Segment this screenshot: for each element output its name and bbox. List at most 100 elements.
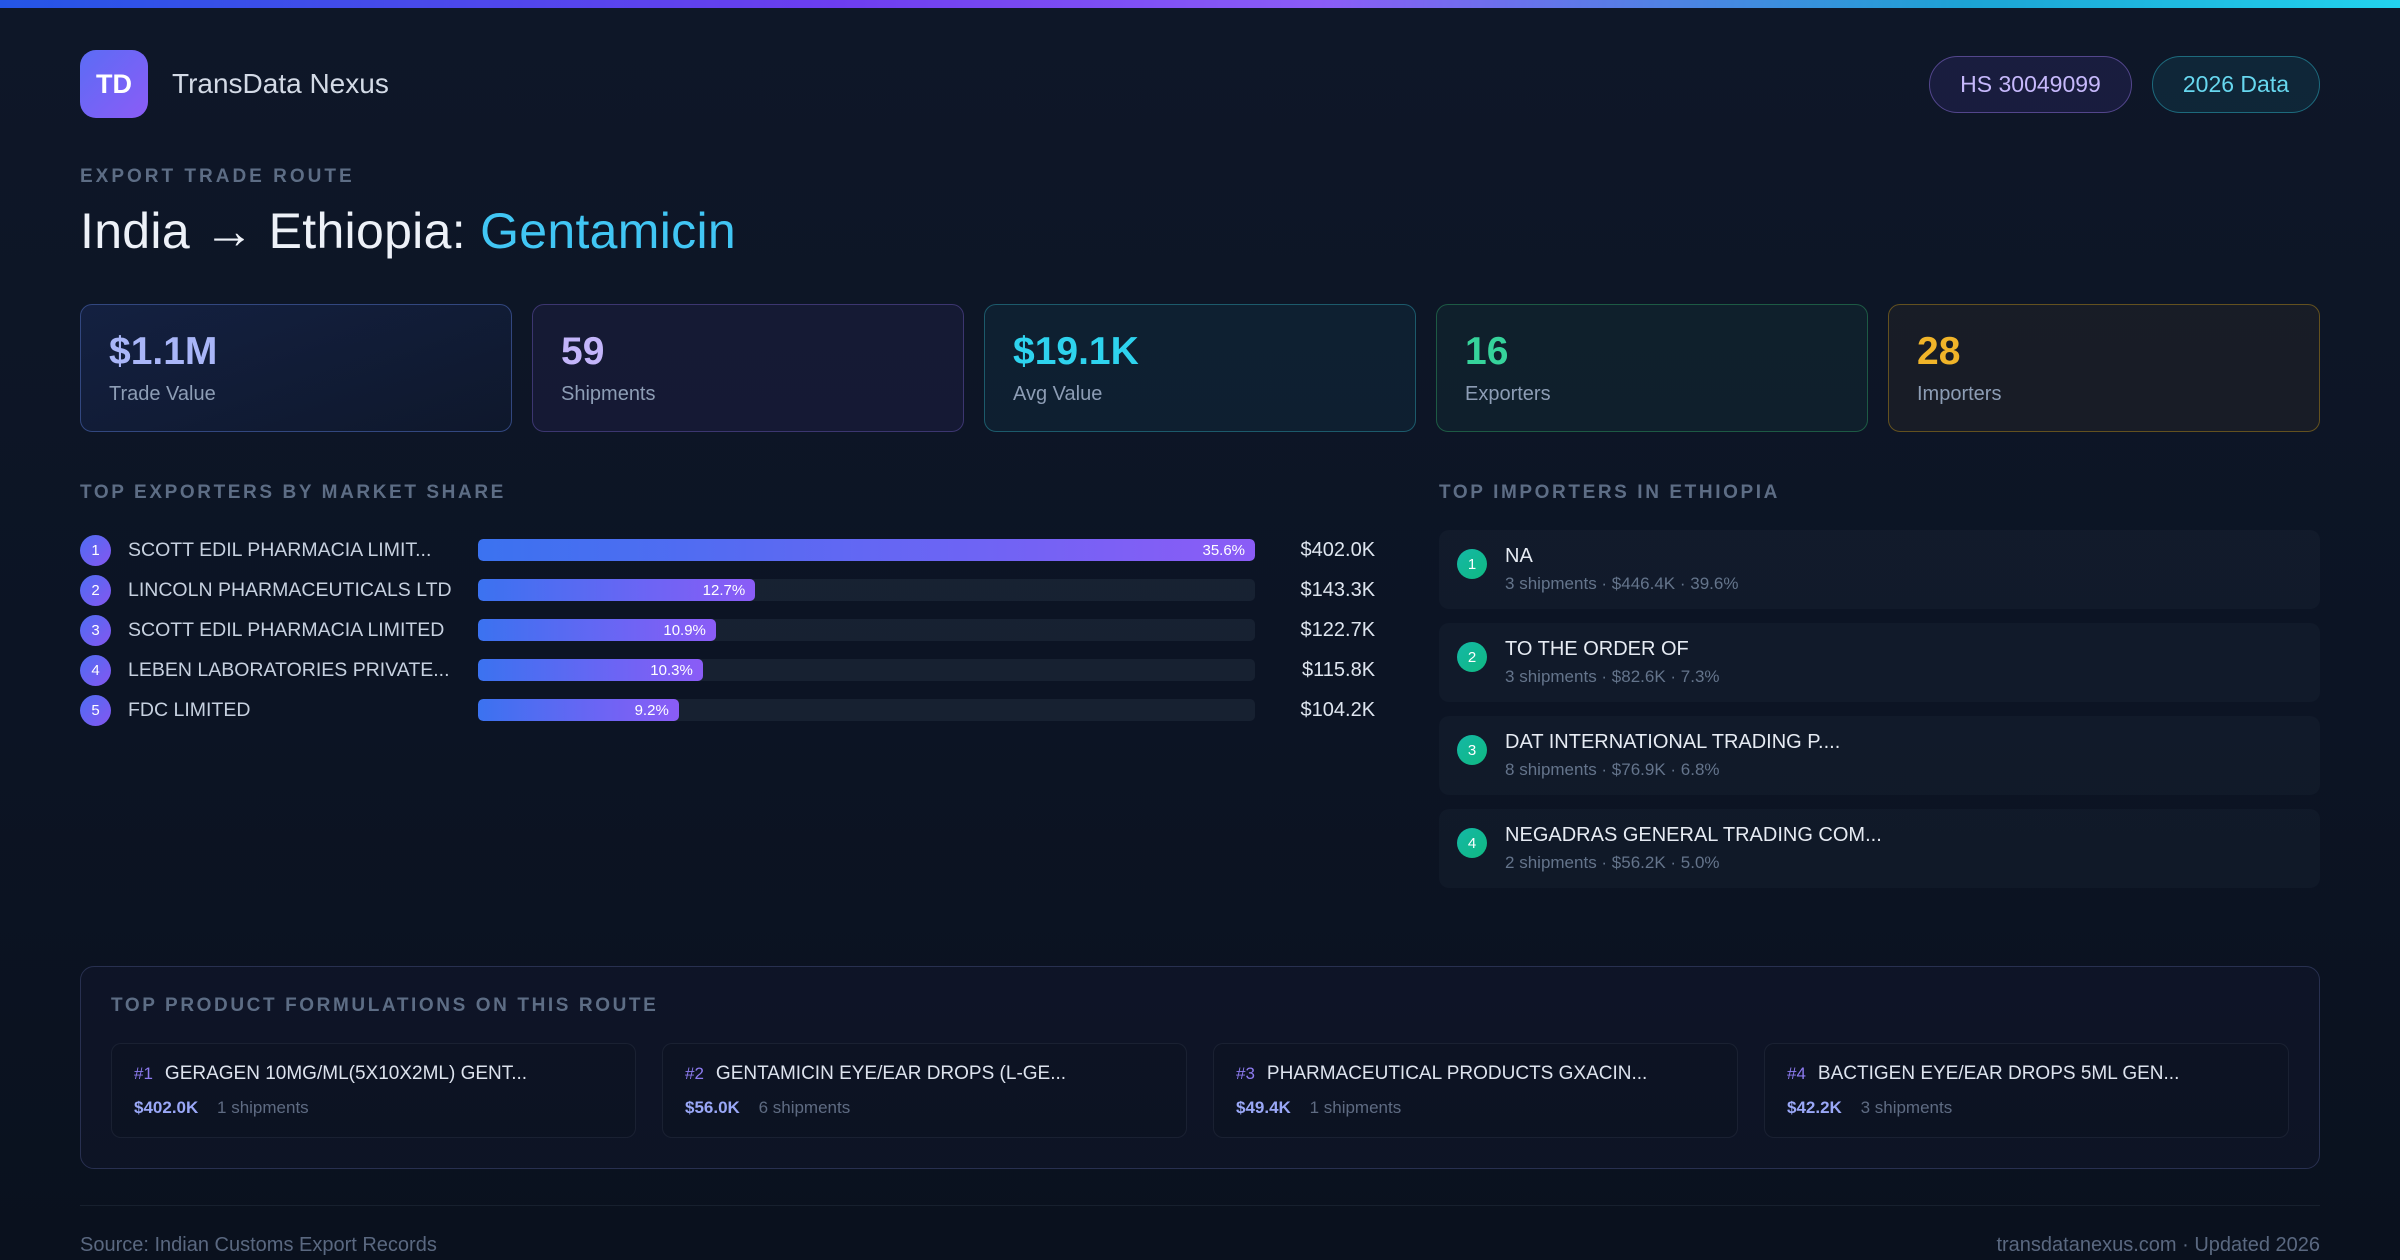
footer: Source: Indian Customs Export Records tr… xyxy=(80,1205,2320,1257)
exporter-row[interactable]: 5 FDC LIMITED 9.2% $104.2K xyxy=(80,690,1375,730)
product-shipments: 1 shipments xyxy=(217,1098,309,1117)
hs-code-badge[interactable]: HS 30049099 xyxy=(1929,55,2132,113)
rank-badge: 1 xyxy=(80,534,111,566)
product-rank: #1 xyxy=(134,1064,153,1083)
product-formulations-panel: TOP PRODUCT FORMULATIONS ON THIS ROUTE #… xyxy=(80,966,2320,1169)
product-rank: #2 xyxy=(685,1064,704,1083)
accent-gradient-bar xyxy=(0,0,2400,8)
stat-value: 28 xyxy=(1917,330,1961,373)
importer-row[interactable]: 1 NA 3 shipments · $446.4K · 39.6% xyxy=(1439,530,2320,609)
exporters-heading: TOP EXPORTERS BY MARKET SHARE xyxy=(80,482,506,503)
importer-meta: 2 shipments · $56.2K · 5.0% xyxy=(1505,853,1720,872)
importer-meta: 3 shipments · $82.6K · 7.3% xyxy=(1505,667,1720,686)
page-eyebrow: EXPORT TRADE ROUTE xyxy=(80,166,355,187)
product-cards: #1 GERAGEN 10MG/ML(5X10X2ML) GENT... $40… xyxy=(111,1043,2289,1138)
exporter-name: LINCOLN PHARMACEUTICALS LTD xyxy=(128,578,452,601)
exporter-row[interactable]: 1 SCOTT EDIL PHARMACIA LIMIT... 35.6% $4… xyxy=(80,530,1375,570)
brand-logo: TD xyxy=(80,50,148,118)
product-stats-row: $49.4K 1 shipments xyxy=(1236,1098,1715,1118)
importer-info: NA 3 shipments · $446.4K · 39.6% xyxy=(1505,545,1738,594)
product-shipments: 6 shipments xyxy=(758,1098,851,1117)
stat-card-importers: 28 Importers xyxy=(1888,304,2320,432)
exporter-row[interactable]: 2 LINCOLN PHARMACEUTICALS LTD 12.7% $143… xyxy=(80,570,1375,610)
importer-info: NEGADRAS GENERAL TRADING COM... 2 shipme… xyxy=(1505,824,1882,873)
exporter-name: FDC LIMITED xyxy=(128,698,251,721)
product-card[interactable]: #3 PHARMACEUTICAL PRODUCTS GXACIN... $49… xyxy=(1213,1043,1738,1138)
title-route: India → Ethiopia: xyxy=(80,203,481,259)
market-share-bar-track: 9.2% xyxy=(478,699,1256,721)
stat-label: Shipments xyxy=(561,383,656,405)
product-name: PHARMACEUTICAL PRODUCTS GXACIN... xyxy=(1266,1063,1648,1084)
market-share-bar-track: 12.7% xyxy=(478,579,1256,601)
rank-badge: 3 xyxy=(1457,735,1488,765)
product-shipments: 3 shipments xyxy=(1860,1098,1953,1117)
stat-card-trade-value: $1.1M Trade Value xyxy=(80,304,512,432)
market-share-bar: 35.6% xyxy=(478,539,1256,561)
stat-label: Exporters xyxy=(1465,383,1551,405)
main-columns: TOP EXPORTERS BY MARKET SHARE 1 SCOTT ED… xyxy=(80,482,2320,902)
header-badges: HS 30049099 2026 Data xyxy=(1929,55,2320,113)
product-name: GERAGEN 10MG/ML(5X10X2ML) GENT... xyxy=(164,1063,528,1084)
rank-badge: 3 xyxy=(80,614,111,646)
product-card[interactable]: #1 GERAGEN 10MG/ML(5X10X2ML) GENT... $40… xyxy=(111,1043,636,1138)
footer-site: transdatanexus.com · Updated 2026 xyxy=(1996,1234,2320,1256)
stat-value: 16 xyxy=(1465,330,1509,373)
stat-value: 59 xyxy=(561,330,605,373)
market-share-bar-track: 35.6% xyxy=(478,539,1256,561)
product-value: $49.4K xyxy=(1236,1098,1291,1117)
importer-name: DAT INTERNATIONAL TRADING P.... xyxy=(1505,731,1841,753)
stat-card-exporters: 16 Exporters xyxy=(1436,304,1868,432)
exporter-value: $402.0K xyxy=(1300,538,1376,561)
exporter-value: $115.8K xyxy=(1302,658,1376,681)
year-data-badge[interactable]: 2026 Data xyxy=(2151,55,2320,113)
rank-badge: 5 xyxy=(80,694,111,726)
exporter-name: SCOTT EDIL PHARMACIA LIMIT... xyxy=(128,538,432,561)
stat-value: $19.1K xyxy=(1013,330,1139,373)
product-card[interactable]: #2 GENTAMICIN EYE/EAR DROPS (L-GE... $56… xyxy=(662,1043,1187,1138)
market-share-bar-track: 10.9% xyxy=(478,619,1256,641)
product-shipments: 1 shipments xyxy=(1309,1098,1402,1117)
importer-meta: 3 shipments · $446.4K · 39.6% xyxy=(1505,574,1739,593)
importer-row[interactable]: 2 TO THE ORDER OF 3 shipments · $82.6K ·… xyxy=(1439,623,2320,702)
brand-name: TransData Nexus xyxy=(172,68,389,99)
exporter-value: $122.7K xyxy=(1300,618,1376,641)
importer-info: TO THE ORDER OF 3 shipments · $82.6K · 7… xyxy=(1505,638,1720,687)
market-share-bar: 12.7% xyxy=(478,579,756,601)
stat-label: Trade Value xyxy=(109,383,216,405)
product-card[interactable]: #4 BACTIGEN EYE/EAR DROPS 5ML GEN... $42… xyxy=(1764,1043,2289,1138)
rank-badge: 4 xyxy=(1457,828,1488,858)
exporter-value: $104.2K xyxy=(1300,698,1376,721)
importer-row[interactable]: 3 DAT INTERNATIONAL TRADING P.... 8 ship… xyxy=(1439,716,2320,795)
rank-badge: 4 xyxy=(80,654,111,686)
product-name: BACTIGEN EYE/EAR DROPS 5ML GEN... xyxy=(1817,1063,2180,1084)
importer-row[interactable]: 4 NEGADRAS GENERAL TRADING COM... 2 ship… xyxy=(1439,809,2320,888)
exporter-value: $143.3K xyxy=(1300,578,1376,601)
exporter-row[interactable]: 4 LEBEN LABORATORIES PRIVATE... 10.3% $1… xyxy=(80,650,1375,690)
product-title-row: #1 GERAGEN 10MG/ML(5X10X2ML) GENT... xyxy=(134,1063,613,1085)
product-title-row: #3 PHARMACEUTICAL PRODUCTS GXACIN... xyxy=(1236,1063,1715,1085)
stat-label: Avg Value xyxy=(1013,383,1103,405)
product-value: $42.2K xyxy=(1787,1098,1842,1117)
rank-badge: 2 xyxy=(1457,642,1488,672)
product-title-row: #4 BACTIGEN EYE/EAR DROPS 5ML GEN... xyxy=(1787,1063,2266,1085)
product-name: GENTAMICIN EYE/EAR DROPS (L-GE... xyxy=(715,1063,1067,1084)
importer-name: TO THE ORDER OF xyxy=(1505,638,1689,660)
market-share-bar: 10.3% xyxy=(478,659,703,681)
header: TD TransData Nexus HS 30049099 2026 Data xyxy=(80,50,2320,118)
exporter-name: SCOTT EDIL PHARMACIA LIMITED xyxy=(128,618,445,641)
market-share-bar: 10.9% xyxy=(478,619,716,641)
importers-heading: TOP IMPORTERS IN ETHIOPIA xyxy=(1439,482,1780,503)
exporter-row[interactable]: 3 SCOTT EDIL PHARMACIA LIMITED 10.9% $12… xyxy=(80,610,1375,650)
page-container: TD TransData Nexus HS 30049099 2026 Data… xyxy=(0,50,2400,1257)
product-stats-row: $56.0K 6 shipments xyxy=(685,1098,1164,1118)
market-share-bar-track: 10.3% xyxy=(478,659,1256,681)
page-title: India → Ethiopia: Gentamicin xyxy=(80,202,2320,260)
product-rank: #3 xyxy=(1236,1064,1255,1083)
title-product-name: Gentamicin xyxy=(480,203,736,259)
stat-card-shipments: 59 Shipments xyxy=(532,304,964,432)
market-share-bar: 9.2% xyxy=(478,699,679,721)
product-value: $56.0K xyxy=(685,1098,740,1117)
exporters-section: TOP EXPORTERS BY MARKET SHARE 1 SCOTT ED… xyxy=(80,482,1375,902)
products-heading: TOP PRODUCT FORMULATIONS ON THIS ROUTE xyxy=(111,995,659,1016)
importers-section: TOP IMPORTERS IN ETHIOPIA 1 NA 3 shipmen… xyxy=(1439,482,2320,902)
